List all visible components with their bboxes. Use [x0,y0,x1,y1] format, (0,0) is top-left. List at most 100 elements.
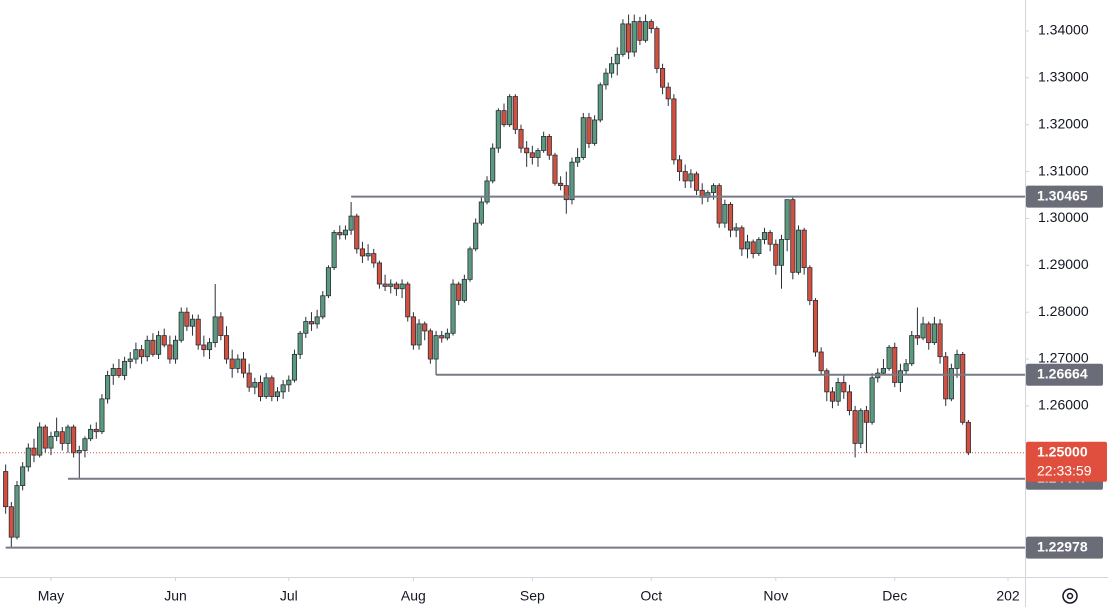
candle-body-up [433,335,439,360]
x-tick-label: Jul [280,588,298,604]
candle-body-down [818,351,824,372]
candle-body-up [291,353,298,381]
candle-body-down [201,344,207,351]
candle-body-down [563,185,569,201]
candle-body-up [133,349,139,360]
candle-body-down [767,232,773,245]
candle-body-down [660,68,666,88]
candle-body-up [495,110,501,149]
candle-body-up [535,150,541,158]
candle-body-down [727,203,734,231]
candle-body-down [93,428,99,433]
candle-body-down [807,267,813,301]
candle-body-down [195,318,201,346]
candle-body-down [116,368,122,376]
candle-body-up [303,321,309,334]
candle-body-down [456,283,462,301]
candle-body-down [739,227,745,250]
x-tick-label: Dec [882,588,907,604]
candle-body-down [246,372,252,388]
candle-body-down [337,232,343,236]
candle-body-up [82,438,88,451]
y-tick-label: 1.28000 [1038,303,1089,319]
candle-body-up [144,339,150,358]
candle-body-down [558,182,564,187]
candle-body-up [105,375,111,400]
candle-body-up [450,283,456,334]
candle-body-down [943,356,949,400]
candle-body-down [410,316,416,346]
candle-body-up [156,335,162,355]
candle-body-down [846,391,852,412]
candle-body-up [688,173,694,182]
candle-body-down [512,96,518,130]
candle-body-up [886,346,892,369]
x-tick-label: Aug [401,588,426,604]
candle-body-up [778,239,785,266]
candle-body-up [920,323,926,339]
candle-body-up [252,382,258,388]
candle-body-up [597,84,603,121]
candle-body-up [614,53,620,65]
candle-body-up [609,63,615,74]
candle-body-down [892,346,898,383]
last-price-label: 1.25000 [1037,443,1088,459]
candle-body-down [139,349,145,358]
candle-body-up [948,368,954,400]
candle-body-down [926,323,932,344]
candle-body-down [812,300,819,353]
level-label: 1.26664 [1037,365,1088,381]
candle-body-up [467,248,473,280]
y-tick-label: 1.31000 [1038,162,1089,178]
candle-body-down [393,283,399,290]
candle-body-up [909,335,915,365]
candle-body-down [354,215,360,250]
candle-body-down [693,173,700,191]
candle-body-up [348,215,354,231]
candle-body-down [914,335,920,339]
candle-body-down [852,410,858,444]
candles [3,14,971,548]
candle-body-up [54,431,60,437]
x-tick-label: Oct [640,588,662,604]
level-badge [1026,185,1103,208]
candle-body-down [546,135,552,156]
candle-body-down [750,241,756,254]
candle-body-up [110,368,116,376]
candle-body-down [184,311,190,327]
candle-body-up [603,72,609,86]
candle-body-up [903,363,909,372]
candle-body-up [320,295,326,318]
y-tick-label: 1.26000 [1038,397,1089,413]
candle-body-up [173,339,179,360]
candle-body-down [8,506,14,538]
candle-body-up [122,360,128,376]
settings-button[interactable] [1062,588,1078,604]
candle-body-down [637,21,643,41]
candle-body-down [3,471,9,508]
candle-body-down [376,262,382,285]
candle-body-up [569,161,575,201]
level-badge [1026,536,1103,559]
candle-body-up [76,450,82,454]
candle-body-down [405,283,411,318]
candle-body-down [665,86,671,100]
candle-body-up [416,323,422,346]
candle-body-up [954,353,960,369]
candle-body-up [65,426,71,444]
y-tick-label: 1.29000 [1038,256,1089,272]
candle-body-down [671,98,677,161]
level-badge [1026,363,1103,386]
candle-body-down [937,323,943,358]
candle-body-down [371,253,377,264]
candle-body-down [648,21,654,29]
candle-body-down [965,421,971,454]
candle-body-up [722,203,728,224]
candle-body-down [223,335,230,360]
countdown-label: 22:33:59 [1037,462,1092,478]
candle-body-down [257,382,264,397]
candle-body-up [507,96,513,126]
y-tick-label: 1.27000 [1038,350,1089,366]
candle-body-up [835,382,841,402]
